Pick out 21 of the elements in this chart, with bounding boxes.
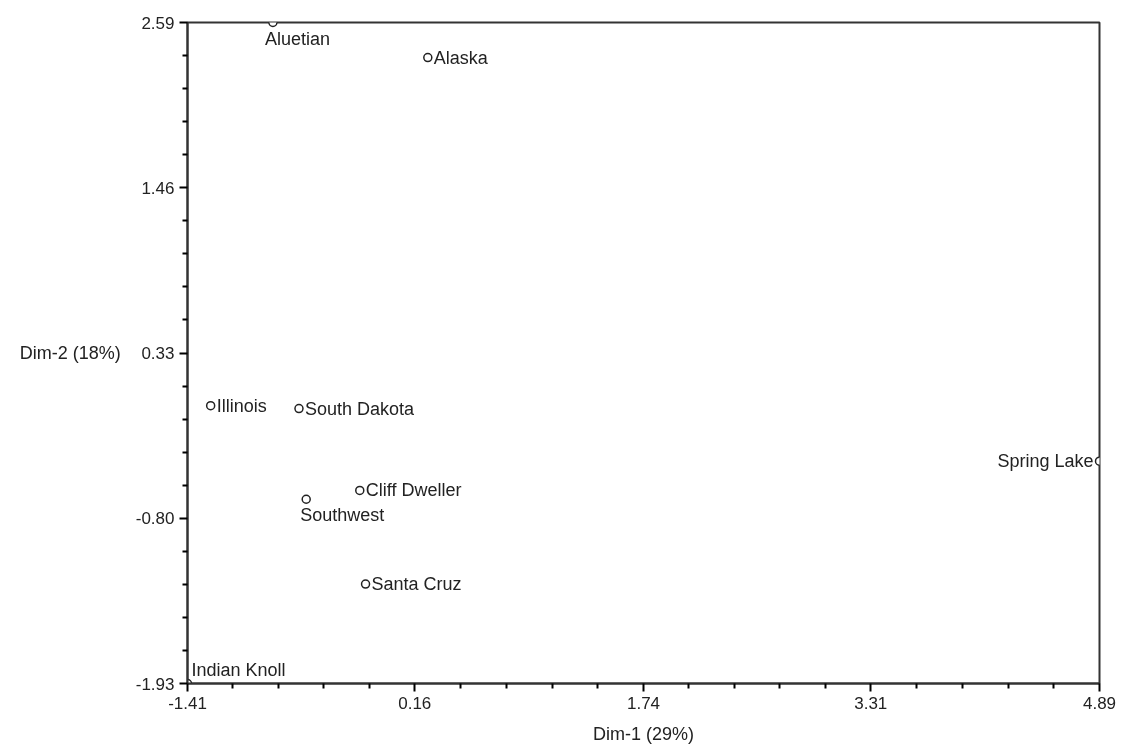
annotation: South Dakota xyxy=(304,398,416,419)
x-tick-label: -1.41 xyxy=(168,693,207,713)
annotation: Southwest xyxy=(300,505,385,526)
y-tick-label: 0.33 xyxy=(141,344,175,363)
annotation: Spring Lake xyxy=(997,451,1094,472)
y-axis-title: Dim-2 (18%) xyxy=(19,343,121,363)
y-tick-label: -0.80 xyxy=(135,509,175,529)
y-tick-label: 2.59 xyxy=(141,13,175,33)
x-tick-label: 4.89 xyxy=(1082,693,1117,713)
annotation: Illinois xyxy=(216,395,267,416)
x-axis-title: Dim-1 (29%) xyxy=(592,723,695,744)
x-tick-label: 1.74 xyxy=(626,693,661,713)
y-tick-label: 1.46 xyxy=(141,178,175,198)
annotation: Santa Cruz xyxy=(371,574,462,595)
y-tick-label: -1.93 xyxy=(135,674,175,694)
annotation: Indian Knoll xyxy=(191,659,286,680)
annotation: Alaska xyxy=(433,47,489,68)
annotation: Aluetian xyxy=(264,28,330,49)
x-tick-label: 3.31 xyxy=(854,693,888,713)
annotation: Cliff Dweller xyxy=(365,480,462,501)
x-tick-label: 0.16 xyxy=(398,693,432,713)
